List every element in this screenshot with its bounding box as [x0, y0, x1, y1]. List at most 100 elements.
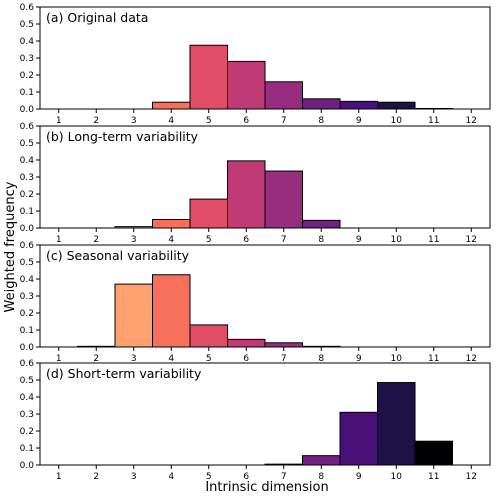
x-tick-label: 9: [356, 116, 362, 126]
panel-4: 0.00.10.20.30.40.50.61 2 3 4 5 6 7 8 9 10 11 12(d) …: [20, 359, 491, 482]
x-tick-label: 10: [391, 472, 403, 482]
x-tick-label: 2: [93, 116, 99, 126]
panel-title: (b) Long-term variability: [46, 129, 199, 144]
x-tick-label: 11: [428, 235, 439, 245]
x-tick-label: 11: [428, 354, 439, 364]
y-tick-label: 0.2: [20, 71, 34, 81]
x-tick-label: 5: [206, 235, 212, 245]
x-tick-label: 4: [168, 116, 174, 126]
x-tick-label: 10: [391, 235, 403, 245]
y-tick-label: 0.4: [20, 275, 35, 285]
x-tick-label: 1: [56, 472, 62, 482]
x-tick-label: 4: [168, 472, 174, 482]
y-tick-label: 0.3: [20, 410, 34, 420]
x-tick-label: 1: [56, 116, 62, 126]
panel-title: (d) Short-term variability: [46, 366, 202, 381]
bar: [264, 170, 303, 229]
x-tick-label: 8: [318, 116, 324, 126]
x-tick-label: 12: [466, 116, 477, 126]
x-tick-label: 7: [281, 235, 287, 245]
bar: [227, 160, 266, 229]
x-tick-label: 8: [318, 235, 324, 245]
x-tick-label: 10: [391, 116, 403, 126]
x-tick-label: 1: [56, 354, 62, 364]
bar: [339, 100, 378, 110]
bar: [264, 342, 303, 348]
x-tick-label: 2: [93, 354, 99, 364]
x-tick-label: 6: [243, 472, 249, 482]
x-tick-label: 7: [281, 354, 287, 364]
x-tick-label: 5: [206, 116, 212, 126]
y-tick-label: 0.1: [20, 444, 34, 454]
x-tick-label: 6: [243, 116, 249, 126]
bar: [152, 274, 191, 348]
x-tick-label: 7: [281, 472, 287, 482]
panel-1: 0.00.10.20.30.40.50.61 2 3 4 5 6 7 8 9 10 11 12(a) …: [20, 3, 491, 126]
x-tick-label: 1: [56, 235, 62, 245]
x-tick-label: 9: [356, 235, 362, 245]
bar: [152, 219, 191, 229]
panel-title: (c) Seasonal variability: [46, 248, 190, 263]
x-tick-label: 5: [206, 354, 212, 364]
x-tick-label: 12: [466, 235, 477, 245]
x-tick-label: 9: [356, 354, 362, 364]
panels: 0.00.10.20.30.40.50.61 2 3 4 5 6 7 8 9 10 11 12(a) …: [20, 3, 491, 482]
bar: [189, 324, 228, 348]
x-tick-label: 3: [131, 116, 137, 126]
y-tick-label: 0.5: [20, 20, 34, 30]
panel-3: 0.00.10.20.30.40.50.61 2 3 4 5 6 7 8 9 10 11 12(c) …: [20, 241, 491, 364]
y-tick-label: 0.1: [20, 207, 34, 217]
y-tick-label: 0.6: [20, 241, 35, 251]
x-tick-label: 12: [466, 472, 477, 482]
x-tick-label: 8: [318, 354, 324, 364]
y-tick-label: 0.2: [20, 190, 34, 200]
x-tick-label: 6: [243, 354, 249, 364]
bar: [264, 81, 303, 110]
y-tick-label: 0.2: [20, 427, 34, 437]
y-tick-label: 0.0: [20, 224, 35, 234]
x-tick-label: 11: [428, 116, 439, 126]
y-tick-label: 0.6: [20, 122, 35, 132]
y-tick-label: 0.1: [20, 88, 34, 98]
y-tick-label: 0.4: [20, 393, 35, 403]
y-tick-label: 0.1: [20, 326, 34, 336]
x-tick-label: 9: [356, 472, 362, 482]
y-tick-label: 0.0: [20, 105, 35, 115]
bar: [414, 440, 453, 466]
y-tick-label: 0.3: [20, 173, 34, 183]
y-axis-label: Weighted frequency: [3, 181, 18, 312]
x-tick-label: 2: [93, 472, 99, 482]
y-tick-label: 0.6: [20, 3, 35, 13]
y-tick-label: 0.3: [20, 292, 34, 302]
bar: [189, 198, 228, 229]
bar: [377, 382, 416, 466]
y-tick-label: 0.5: [20, 139, 34, 149]
bar: [377, 101, 416, 110]
bar: [152, 101, 191, 110]
x-tick-label: 4: [168, 235, 174, 245]
x-tick-label: 3: [131, 235, 137, 245]
panel-2: 0.00.10.20.30.40.50.61 2 3 4 5 6 7 8 9 10 11 12(b) …: [20, 122, 491, 245]
x-tick-label: 2: [93, 235, 99, 245]
bar: [114, 283, 153, 348]
y-tick-label: 0.4: [20, 37, 35, 47]
y-tick-label: 0.5: [20, 258, 34, 268]
x-tick-label: 5: [206, 472, 212, 482]
bar: [227, 60, 266, 110]
x-tick-label: 3: [131, 354, 137, 364]
x-tick-label: 11: [428, 472, 439, 482]
bar: [302, 219, 341, 229]
bar: [302, 98, 341, 110]
panel-title: (a) Original data: [46, 10, 148, 25]
bar: [189, 44, 228, 110]
x-tick-label: 12: [466, 354, 477, 364]
x-tick-label: 3: [131, 472, 137, 482]
y-tick-label: 0.5: [20, 376, 34, 386]
x-tick-label: 6: [243, 235, 249, 245]
y-tick-label: 0.0: [20, 461, 35, 471]
x-tick-label: 7: [281, 116, 287, 126]
y-tick-label: 0.2: [20, 309, 34, 319]
bar: [227, 338, 266, 348]
y-tick-label: 0.3: [20, 54, 34, 64]
bar: [302, 455, 341, 466]
